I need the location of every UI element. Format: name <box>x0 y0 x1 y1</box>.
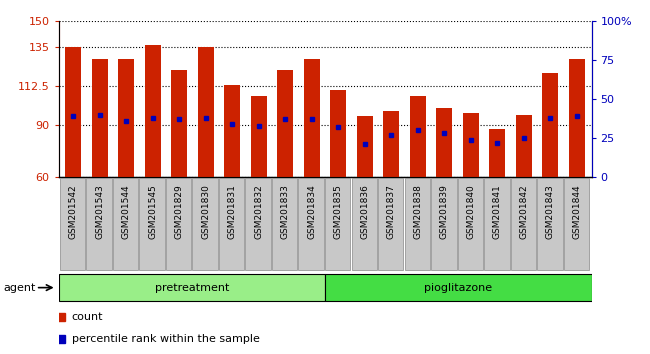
Text: GSM201838: GSM201838 <box>413 184 423 239</box>
Bar <box>511 178 536 270</box>
Bar <box>60 178 85 270</box>
Bar <box>251 96 266 177</box>
Bar <box>224 85 240 177</box>
Bar <box>113 178 138 270</box>
Bar <box>410 96 426 177</box>
Text: percentile rank within the sample: percentile rank within the sample <box>72 334 260 344</box>
Text: count: count <box>72 312 103 322</box>
Text: GSM201834: GSM201834 <box>307 184 317 239</box>
Bar <box>330 91 346 177</box>
Text: GSM201833: GSM201833 <box>281 184 290 239</box>
Text: GSM201544: GSM201544 <box>122 184 131 239</box>
Text: GSM201841: GSM201841 <box>493 184 502 239</box>
Bar <box>569 59 585 177</box>
Bar <box>564 178 589 270</box>
Bar <box>436 108 452 177</box>
Bar <box>92 59 107 177</box>
Bar <box>463 113 479 177</box>
Text: GSM201836: GSM201836 <box>360 184 369 239</box>
Bar <box>219 178 244 270</box>
Text: pioglitazone: pioglitazone <box>424 282 492 293</box>
Bar <box>192 178 218 270</box>
Bar <box>272 178 298 270</box>
Text: GSM201840: GSM201840 <box>466 184 475 239</box>
Text: GSM201545: GSM201545 <box>148 184 157 239</box>
Bar <box>166 178 191 270</box>
Bar <box>516 115 532 177</box>
Text: GSM201832: GSM201832 <box>254 184 263 239</box>
Bar <box>489 129 505 177</box>
Bar <box>171 70 187 177</box>
Bar <box>378 178 404 270</box>
Bar <box>384 111 399 177</box>
Bar <box>325 274 592 301</box>
Bar <box>404 178 430 270</box>
Text: GSM201843: GSM201843 <box>546 184 555 239</box>
Text: GSM201844: GSM201844 <box>573 184 581 239</box>
Bar <box>458 178 483 270</box>
Bar <box>543 73 558 177</box>
Text: GSM201831: GSM201831 <box>227 184 237 239</box>
Bar <box>325 178 350 270</box>
Text: GSM201829: GSM201829 <box>175 184 184 239</box>
Bar <box>118 59 134 177</box>
Text: GSM201543: GSM201543 <box>95 184 104 239</box>
Bar <box>198 47 214 177</box>
Text: GSM201842: GSM201842 <box>519 184 528 239</box>
Text: GSM201835: GSM201835 <box>333 184 343 239</box>
Text: GSM201830: GSM201830 <box>201 184 210 239</box>
Bar <box>484 178 510 270</box>
Text: GSM201542: GSM201542 <box>69 184 77 239</box>
Bar <box>298 178 324 270</box>
Bar <box>65 47 81 177</box>
Text: GSM201839: GSM201839 <box>440 184 449 239</box>
Bar <box>58 274 325 301</box>
Text: GSM201837: GSM201837 <box>387 184 396 239</box>
Bar <box>278 70 293 177</box>
Bar <box>304 59 320 177</box>
Bar <box>537 178 563 270</box>
Bar <box>145 45 161 177</box>
Bar <box>139 178 165 270</box>
Bar <box>352 178 377 270</box>
Text: pretreatment: pretreatment <box>155 282 229 293</box>
Bar <box>246 178 271 270</box>
Bar <box>357 116 372 177</box>
Text: agent: agent <box>3 282 36 293</box>
Bar <box>431 178 456 270</box>
Bar <box>86 178 112 270</box>
